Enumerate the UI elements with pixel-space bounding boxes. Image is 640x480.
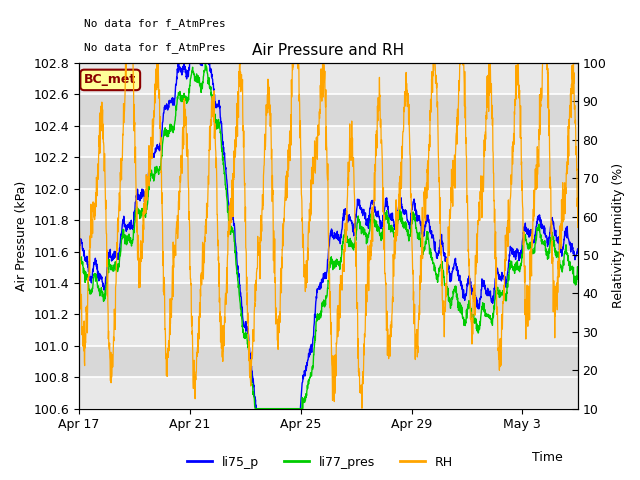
- Title: Air Pressure and RH: Air Pressure and RH: [252, 43, 404, 58]
- Bar: [79, 189, 578, 220]
- Text: BC_met: BC_met: [84, 73, 136, 86]
- Legend: li75_p, li77_pres, RH: li75_p, li77_pres, RH: [182, 451, 458, 474]
- Y-axis label: Relativity Humidity (%): Relativity Humidity (%): [612, 163, 625, 309]
- Bar: [79, 377, 578, 408]
- Text: No data for f_AtmPres: No data for f_AtmPres: [84, 18, 226, 29]
- Bar: [79, 314, 578, 346]
- Bar: [79, 126, 578, 157]
- Bar: [79, 252, 578, 283]
- Text: No data for f_AtmPres: No data for f_AtmPres: [84, 42, 226, 53]
- Text: Time: Time: [532, 451, 563, 464]
- Y-axis label: Air Pressure (kPa): Air Pressure (kPa): [15, 181, 28, 291]
- Bar: [79, 63, 578, 95]
